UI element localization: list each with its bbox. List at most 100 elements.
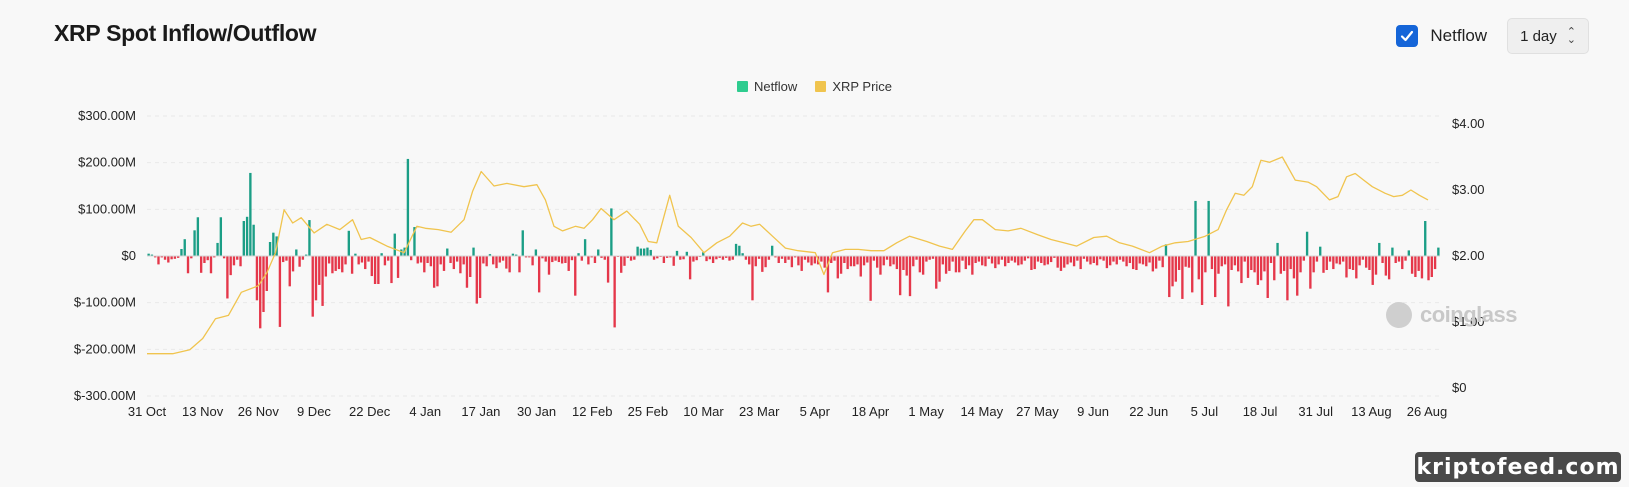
outflow-bar: [915, 256, 918, 260]
outflow-bar: [1079, 256, 1082, 270]
outflow-bar: [613, 256, 616, 328]
outflow-bar: [862, 256, 866, 266]
outflow-bar: [587, 256, 590, 265]
inflow-bar: [738, 245, 741, 256]
y-right-tick-label: $3.00: [1452, 182, 1485, 197]
inflow-bar: [249, 172, 252, 256]
inflow-bar: [597, 249, 600, 256]
outflow-bar: [731, 256, 734, 260]
inflow-bar: [685, 251, 689, 256]
netflow-checkbox-label[interactable]: Netflow: [1430, 26, 1488, 45]
inflow-bar: [180, 249, 183, 256]
outflow-bar: [981, 256, 984, 266]
outflow-bar: [1151, 256, 1155, 272]
x-tick-label: 18 Apr: [852, 404, 890, 419]
outflow-bar: [1092, 256, 1095, 263]
outflow-bar: [455, 256, 459, 262]
outflow-bar: [236, 256, 239, 260]
outflow-bar: [1030, 256, 1033, 270]
outflow-bar: [1361, 256, 1365, 260]
y-left-tick-label: $300.00M: [78, 108, 136, 123]
coinglass-logo-icon: [1386, 302, 1412, 328]
outflow-bar: [1302, 256, 1305, 261]
netflow-checkbox[interactable]: [1396, 25, 1419, 47]
interval-select[interactable]: 1 day ⌃ ⌄: [1507, 18, 1589, 54]
inflow-bar: [511, 253, 515, 256]
outflow-bar: [176, 256, 180, 258]
outflow-bar: [764, 256, 767, 268]
outflow-bar: [994, 256, 997, 269]
outflow-bar: [974, 256, 977, 263]
outflow-bar: [1332, 256, 1335, 270]
x-tick-label: 31 Jul: [1298, 404, 1333, 419]
outflow-bar: [1056, 256, 1059, 268]
outflow-bar: [695, 256, 698, 261]
outflow-bar: [452, 256, 456, 270]
outflow-bar: [314, 256, 318, 301]
inflow-bar: [219, 217, 223, 256]
x-tick-label: 31 Oct: [128, 404, 167, 419]
outflow-bar: [629, 256, 633, 261]
outflow-bar: [416, 256, 419, 264]
outflow-bar: [439, 256, 442, 265]
outflow-bar: [1040, 256, 1043, 263]
outflow-bar: [557, 256, 561, 263]
inflow-bar: [577, 253, 580, 256]
chart-controls: Netflow 1 day ⌃ ⌄: [1396, 18, 1589, 54]
outflow-bar: [173, 256, 177, 259]
outflow-bar: [209, 256, 213, 274]
y-left-tick-label: $-100.00M: [74, 295, 136, 310]
outflow-bar: [1177, 256, 1181, 270]
outflow-bar: [656, 256, 659, 259]
outflow-bar: [905, 256, 908, 276]
outflow-bar: [199, 256, 203, 273]
outflow-bar: [1131, 256, 1135, 270]
outflow-bar: [793, 256, 797, 258]
outflow-bar: [754, 256, 757, 267]
legend-item-price[interactable]: XRP Price: [815, 79, 892, 94]
outflow-bar: [971, 256, 974, 275]
y-right-tick-label: $4.00: [1452, 116, 1485, 131]
x-tick-label: 9 Jun: [1077, 404, 1109, 419]
legend-item-netflow[interactable]: Netflow: [736, 79, 797, 94]
outflow-bar: [262, 256, 265, 312]
outflow-bar: [1263, 256, 1266, 272]
outflow-bar: [1174, 256, 1177, 282]
outflow-bar: [551, 256, 554, 263]
outflow-bar: [954, 256, 958, 273]
outflow-bar: [1236, 256, 1240, 272]
outflow-bar: [1145, 256, 1148, 267]
outflow-bar: [1105, 256, 1109, 269]
outflow-bar: [872, 256, 876, 261]
outflow-bar: [1335, 256, 1338, 264]
outflow-bar: [1082, 256, 1086, 259]
outflow-bar: [531, 256, 534, 266]
outflow-bar: [626, 256, 629, 258]
outflow-bar: [226, 256, 229, 299]
outflow-bar: [672, 256, 675, 266]
interval-select-value: 1 day: [1520, 27, 1557, 45]
outflow-bar: [652, 256, 656, 260]
outflow-bar: [958, 256, 961, 273]
outflow-bar: [1342, 256, 1345, 262]
x-tick-label: 17 Jan: [461, 404, 500, 419]
outflow-bar: [157, 256, 160, 265]
outflow-bar: [1036, 256, 1040, 262]
outflow-bar: [229, 256, 232, 276]
outflow-bar: [853, 256, 856, 267]
outflow-bar: [1227, 256, 1230, 307]
outflow-bar: [1328, 256, 1332, 262]
outflow-bar: [367, 256, 370, 262]
outflow-bar: [708, 256, 711, 260]
inflow-bar: [380, 253, 383, 256]
outflow-bar: [748, 256, 751, 265]
outflow-bar: [1043, 256, 1046, 266]
outflow-bar: [301, 256, 305, 260]
outflow-bar: [1118, 256, 1122, 260]
inflow-bar: [636, 246, 639, 256]
inflow-bar: [1437, 247, 1440, 256]
inflow-bar: [1424, 221, 1427, 256]
outflow-bar: [1214, 256, 1217, 298]
outflow-bar: [1148, 256, 1151, 263]
outflow-bar: [682, 256, 685, 260]
